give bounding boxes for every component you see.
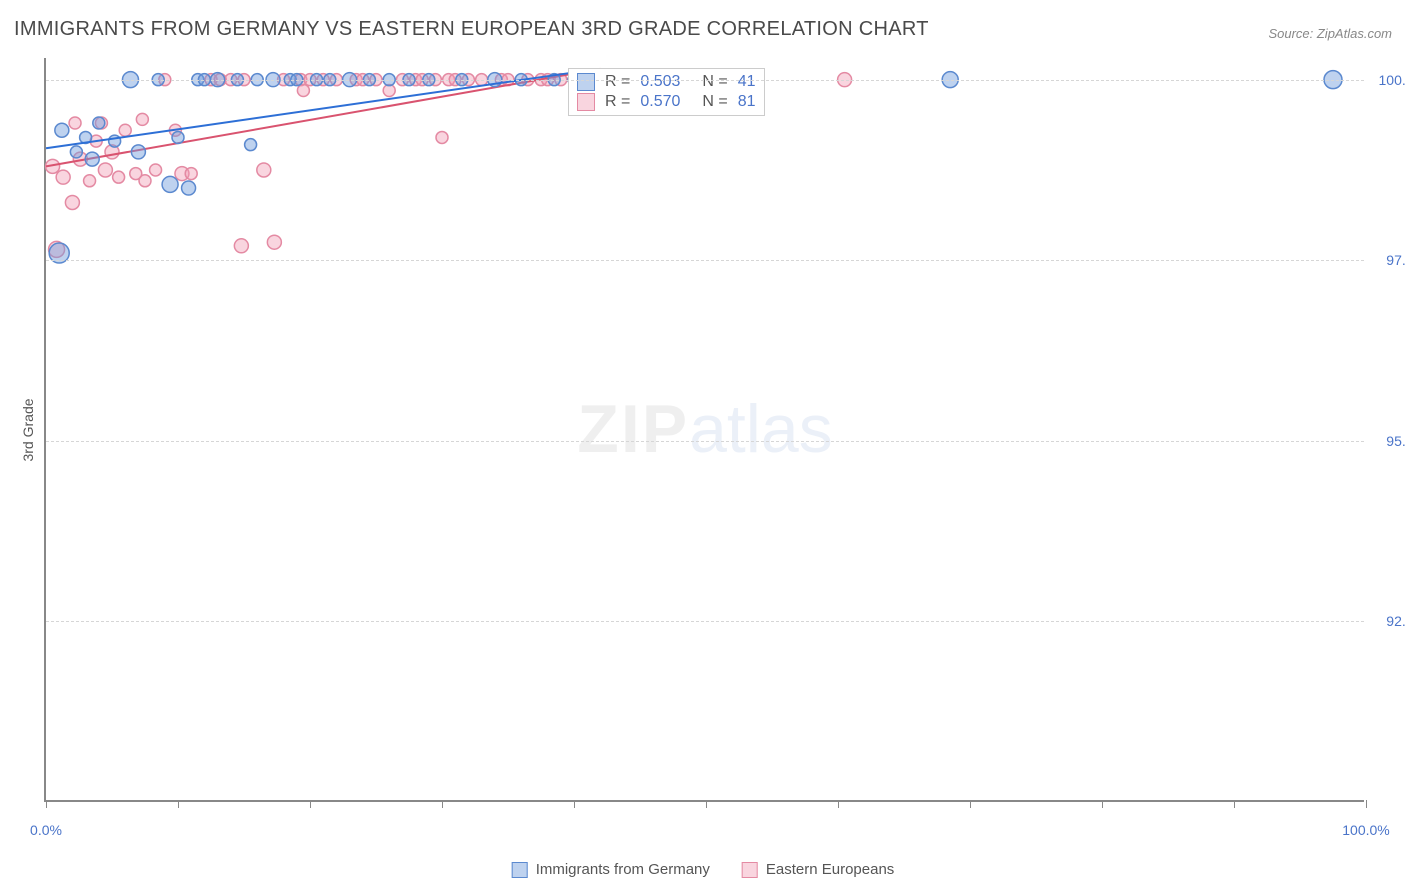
stat-r-label-2: R = xyxy=(605,93,630,111)
xtick-label: 0.0% xyxy=(30,822,62,838)
xtick-label: 100.0% xyxy=(1342,822,1389,838)
ytick-label: 97.5% xyxy=(1370,252,1406,268)
plot-area: ZIPatlas R = 0.503 N = 41 R = 0.570 N = … xyxy=(44,58,1364,802)
ytick-label: 100.0% xyxy=(1370,72,1406,88)
xtick xyxy=(838,800,839,808)
legend-label-blue: Immigrants from Germany xyxy=(536,861,710,878)
xtick xyxy=(442,800,443,808)
scatter-point xyxy=(93,117,105,129)
scatter-point xyxy=(436,131,448,143)
gridline xyxy=(46,621,1364,622)
scatter-point xyxy=(55,123,69,137)
stats-swatch-pink xyxy=(577,93,595,111)
gridline xyxy=(46,80,1364,81)
chart-svg xyxy=(46,58,1364,800)
xtick xyxy=(970,800,971,808)
scatter-point xyxy=(98,163,112,177)
scatter-point xyxy=(70,146,82,158)
scatter-point xyxy=(267,235,281,249)
scatter-point xyxy=(234,239,248,253)
scatter-point xyxy=(297,85,309,97)
legend-label-pink: Eastern Europeans xyxy=(766,861,894,878)
chart-header: IMMIGRANTS FROM GERMANY VS EASTERN EUROP… xyxy=(14,18,1392,41)
xtick xyxy=(1234,800,1235,808)
stat-r-pink: 0.570 xyxy=(640,93,680,111)
stat-n-blue: 41 xyxy=(738,73,756,91)
stats-row-pink: R = 0.570 N = 81 xyxy=(577,93,756,111)
legend-swatch-pink xyxy=(742,862,758,878)
scatter-point xyxy=(185,168,197,180)
scatter-point xyxy=(162,176,178,192)
scatter-point xyxy=(65,195,79,209)
stats-row-blue: R = 0.503 N = 41 xyxy=(577,73,756,91)
gridline xyxy=(46,441,1364,442)
scatter-point xyxy=(257,163,271,177)
scatter-point xyxy=(119,124,131,136)
scatter-point xyxy=(85,152,99,166)
xtick xyxy=(46,800,47,808)
xtick xyxy=(1102,800,1103,808)
xtick xyxy=(310,800,311,808)
xtick xyxy=(1366,800,1367,808)
xtick xyxy=(178,800,179,808)
scatter-point xyxy=(139,175,151,187)
stat-n-label: N = xyxy=(702,73,727,91)
legend-item-pink: Eastern Europeans xyxy=(742,861,894,878)
chart-title: IMMIGRANTS FROM GERMANY VS EASTERN EUROP… xyxy=(14,18,929,41)
stats-swatch-blue xyxy=(577,73,595,91)
chart-source: Source: ZipAtlas.com xyxy=(1268,26,1392,41)
xtick xyxy=(574,800,575,808)
stat-r-blue: 0.503 xyxy=(640,73,680,91)
legend-item-blue: Immigrants from Germany xyxy=(512,861,710,878)
stat-n-pink: 81 xyxy=(738,93,756,111)
xtick xyxy=(706,800,707,808)
correlation-stats-box: R = 0.503 N = 41 R = 0.570 N = 81 xyxy=(568,68,765,116)
scatter-point xyxy=(182,181,196,195)
scatter-point xyxy=(172,131,184,143)
scatter-point xyxy=(150,164,162,176)
legend-bottom: Immigrants from Germany Eastern European… xyxy=(512,861,895,878)
y-axis-title: 3rd Grade xyxy=(20,398,36,461)
scatter-point xyxy=(113,171,125,183)
scatter-point xyxy=(69,117,81,129)
stat-r-label: R = xyxy=(605,73,630,91)
legend-swatch-blue xyxy=(512,862,528,878)
ytick-label: 95.0% xyxy=(1370,433,1406,449)
scatter-point xyxy=(131,145,145,159)
stat-n-label-2: N = xyxy=(702,93,727,111)
scatter-point xyxy=(84,175,96,187)
ytick-label: 92.5% xyxy=(1370,613,1406,629)
scatter-point xyxy=(136,113,148,125)
gridline xyxy=(46,260,1364,261)
scatter-point xyxy=(245,139,257,151)
scatter-point xyxy=(56,170,70,184)
